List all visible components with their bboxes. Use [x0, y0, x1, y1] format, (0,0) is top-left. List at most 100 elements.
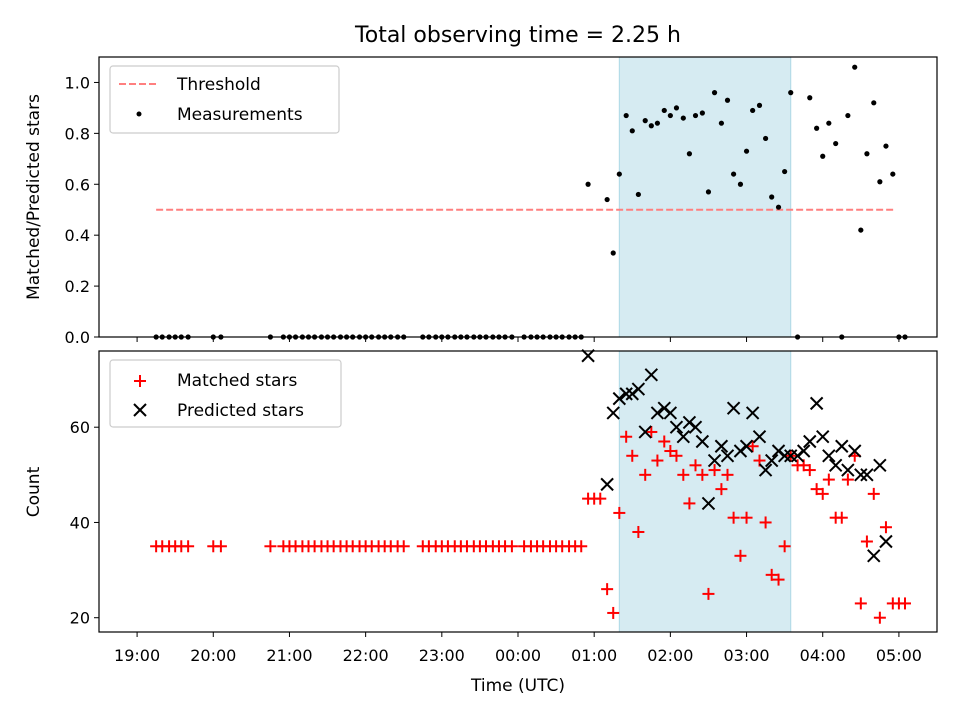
matched-star-point	[759, 516, 772, 529]
x-tick-label: 20:00	[190, 646, 236, 665]
predicted-star-point	[879, 534, 893, 549]
measurement-point	[692, 112, 699, 119]
measurement-point	[864, 151, 870, 157]
chart-title: Total observing time = 2.25 h	[354, 23, 681, 48]
measurement-point	[718, 120, 725, 126]
x-tick-label: 19:00	[114, 646, 160, 665]
predicted-star-point	[758, 463, 773, 477]
measurement-point	[807, 95, 813, 101]
measurement-point	[724, 97, 731, 103]
matched-star-point	[810, 483, 823, 496]
x-tick-label: 22:00	[343, 646, 389, 665]
predicted-star-point	[803, 434, 817, 449]
matched-star-point	[765, 568, 778, 581]
legend-matched-label: Matched stars	[177, 371, 297, 391]
legend-measurements-swatch	[136, 111, 142, 117]
measurement-point	[833, 140, 839, 147]
top-y-tick-label: 0.2	[65, 277, 90, 296]
measurement-point	[782, 168, 788, 175]
measurement-point	[623, 112, 629, 119]
matched-star-point	[505, 540, 518, 553]
predicted-star-point	[650, 406, 665, 420]
matched-star-point	[670, 449, 683, 462]
matched-star-point	[658, 435, 671, 448]
matched-star-point	[841, 473, 854, 486]
matched-star-point	[264, 540, 277, 553]
predicted-star-point	[606, 406, 620, 420]
predicted-star-point	[854, 468, 868, 482]
measurement-point	[820, 153, 826, 159]
measurement-point	[737, 181, 744, 187]
predicted-star-point	[822, 449, 836, 463]
predicted-star-point	[612, 391, 627, 406]
matched-star-point	[860, 535, 873, 548]
predicted-star-point	[848, 444, 862, 458]
matched-star-point	[397, 540, 410, 553]
matched-star-point	[816, 487, 829, 500]
top-plot-frame	[98, 56, 938, 338]
matched-star-point	[645, 425, 658, 438]
matched-star-point	[626, 449, 639, 462]
x-tick-label: 00:00	[495, 646, 541, 665]
matched-star-point	[632, 525, 645, 538]
predicted-star-point	[707, 453, 722, 468]
top-y-tick-label: 1.0	[65, 73, 90, 92]
predicted-star-point	[816, 430, 830, 444]
matched-star-point	[879, 521, 892, 534]
matched-star-point	[873, 611, 886, 624]
top-legend: Threshold Measurements	[109, 65, 340, 134]
x-tick-label: 01:00	[571, 646, 617, 665]
matched-star-point	[835, 511, 848, 524]
matched-star-point	[727, 511, 740, 524]
predicted-star-point	[638, 425, 652, 439]
matched-star-point	[601, 583, 614, 596]
observing-window-band	[618, 56, 792, 338]
matched-star-point	[740, 511, 753, 524]
top-panel: Total observing time = 2.25 h Matched/Pr…	[24, 23, 938, 347]
measurement-point	[762, 135, 769, 142]
predicted-star-point	[835, 439, 849, 453]
matched-star-point	[721, 468, 734, 481]
matched-star-point	[677, 468, 690, 481]
predicted-star-point	[726, 401, 741, 415]
measurement-point	[642, 118, 648, 124]
matched-star-point	[575, 540, 588, 553]
x-tick-label: 21:00	[266, 646, 312, 665]
predicted-star-point	[720, 449, 735, 463]
matched-star-point	[854, 597, 867, 610]
predicted-star-point	[600, 477, 614, 492]
measurement-point	[730, 171, 737, 177]
x-tick-label: 23:00	[419, 646, 465, 665]
matched-star-point	[651, 454, 664, 467]
matched-star-point	[696, 468, 709, 481]
measurement-point	[705, 189, 712, 195]
matched-star-point	[746, 440, 759, 453]
predicted-star-point	[841, 463, 855, 477]
matched-star-point	[182, 540, 195, 553]
measurement-point	[661, 107, 667, 114]
predicted-star-point	[644, 368, 659, 382]
bottom-y-tick-label: 60	[70, 418, 90, 437]
top-y-tick-label: 0.4	[65, 226, 90, 245]
predicted-star-point	[676, 430, 691, 444]
matched-star-point	[734, 549, 747, 562]
measurement-point	[680, 115, 686, 121]
measurement-point	[699, 110, 705, 116]
matched-star-point	[607, 606, 620, 619]
measurement-point	[858, 227, 864, 233]
x-tick-label: 03:00	[723, 646, 769, 665]
matched-star-point	[899, 597, 912, 610]
measurement-point	[654, 120, 661, 126]
matched-star-point	[214, 540, 227, 553]
matched-star-point	[683, 497, 696, 510]
x-tick-label: 04:00	[800, 646, 846, 665]
predicted-star-point	[873, 458, 887, 473]
measurement-point	[756, 102, 763, 108]
matched-star-point	[639, 468, 652, 481]
measurement-point	[635, 191, 641, 198]
legend-threshold-label: Threshold	[176, 75, 261, 95]
x-tick-label: 05:00	[876, 646, 922, 665]
predicted-star-point	[739, 439, 754, 453]
measurement-point	[616, 171, 622, 177]
